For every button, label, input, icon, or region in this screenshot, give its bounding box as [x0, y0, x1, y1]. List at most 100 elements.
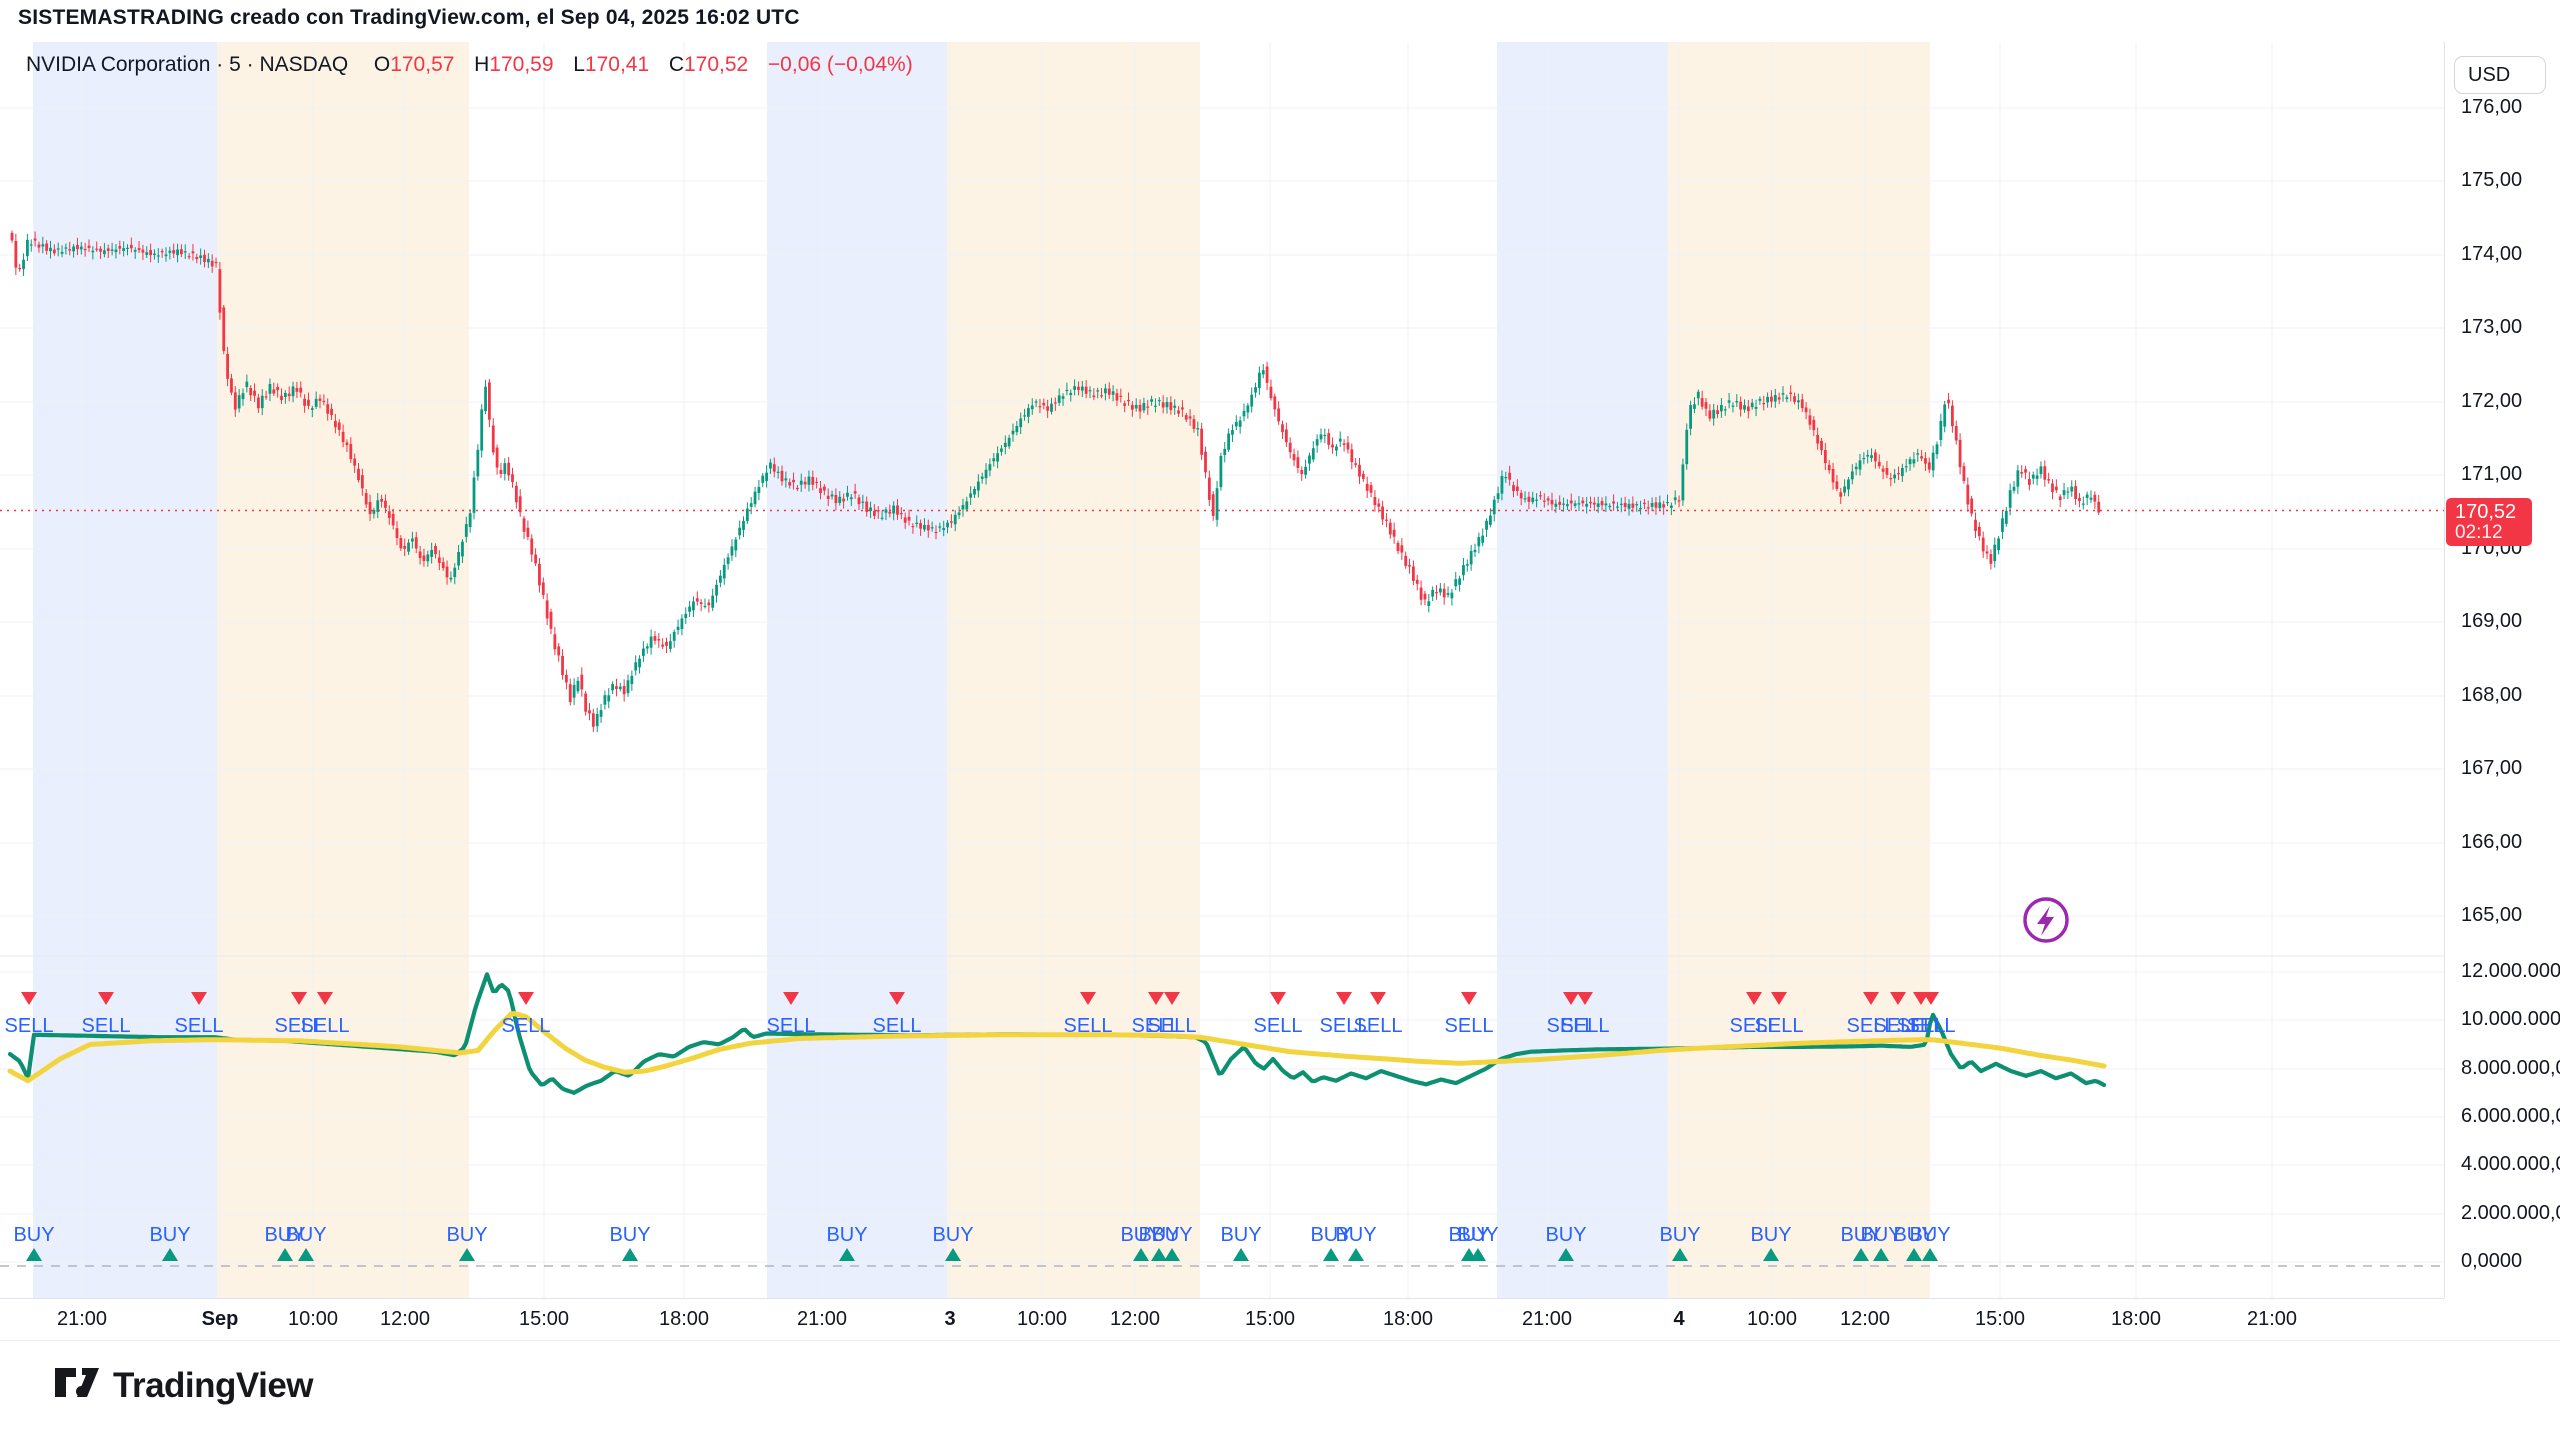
candle-body [1215, 488, 1219, 520]
candle-body [1600, 501, 1604, 506]
candle-body [1115, 393, 1119, 401]
volume-axis-label: 12.000.000,00 [2461, 960, 2560, 982]
candle-body [2039, 466, 2043, 475]
candle-body [1900, 467, 1904, 477]
candle-body [334, 420, 337, 428]
candle-body [64, 247, 68, 249]
candle-body [291, 386, 295, 397]
interval-label[interactable]: 5 [229, 53, 241, 76]
candle-body [930, 527, 934, 529]
candle-body [218, 269, 222, 313]
candle-body [1839, 492, 1843, 497]
candle-body [1046, 406, 1050, 411]
price-axis[interactable]: USD 170,52 02:12 176,00 175,00 174,00 173,0… [2444, 0, 2560, 1340]
candle-body [1823, 450, 1827, 464]
candle-body [441, 562, 445, 569]
candle-body [1431, 589, 1435, 597]
candle-body [484, 386, 487, 412]
candle-body [776, 471, 780, 473]
candle-body [1454, 579, 1458, 587]
candle-body [511, 474, 514, 482]
symbol-header[interactable]: NVIDIA Corporation · 5 · NASDAQ O170,57 … [26, 53, 913, 77]
candle-body [1104, 388, 1107, 394]
candle-body [1539, 495, 1542, 497]
buy-marker-icon [1853, 1248, 1869, 1261]
candle-body [1188, 416, 1192, 419]
candle-body [1053, 402, 1057, 404]
candle-body [1127, 399, 1130, 402]
price-axis-label: 175,00 [2461, 169, 2523, 191]
sell-marker-label: SELL [1064, 1015, 1113, 1037]
time-axis-label: 21:00 [796, 1308, 848, 1330]
candle-body [1981, 537, 1985, 552]
candle-body [1084, 386, 1088, 394]
symbol-name[interactable]: NVIDIA Corporation [26, 53, 211, 76]
candle-body [114, 249, 118, 253]
candle-body [684, 613, 688, 619]
candle-body [1770, 396, 1773, 402]
candle-body [630, 675, 634, 684]
candle-body [1354, 463, 1358, 465]
buy-marker-icon [1151, 1248, 1167, 1261]
candle-body [237, 395, 241, 409]
sell-marker-icon [1461, 992, 1477, 1005]
candle-body [91, 250, 95, 253]
candle-body [1192, 419, 1196, 429]
candle-body [384, 500, 387, 508]
candle-body [1577, 503, 1581, 505]
ohlc-open-label: O [373, 53, 391, 76]
candle-body [1874, 452, 1877, 462]
candle-body [1200, 428, 1204, 455]
time-axis[interactable]: 21:00 Sep 10:00 12:00 15:00 18:00 21:00 3 10:00 1… [0, 1298, 2444, 1341]
candle-body [1269, 386, 1273, 399]
sell-marker-label: SELL [1148, 1015, 1197, 1037]
buy-marker-label: BUY [1448, 1224, 1489, 1246]
candle-body [403, 545, 407, 549]
candle-body [1335, 446, 1338, 451]
candle-body [530, 538, 534, 555]
candle-body [183, 251, 187, 253]
currency-button[interactable]: USD [2454, 56, 2546, 94]
tradingview-logo[interactable]: TradingView [55, 1363, 314, 1408]
ohlc-open-value: 170,57 [390, 53, 455, 76]
price-axis-label: 171,00 [2461, 463, 2523, 485]
candle-body [430, 549, 434, 557]
candle-body [1292, 454, 1296, 461]
candle-body [14, 241, 18, 268]
candle-body [1423, 593, 1427, 600]
buy-marker-label: BUY [1138, 1224, 1179, 1246]
candle-body [792, 479, 795, 483]
candle-body [310, 408, 314, 410]
session-band-blue [33, 42, 217, 1298]
candle-body [1700, 398, 1704, 407]
candle-body [1485, 520, 1488, 530]
lightning-icon[interactable] [2022, 896, 2070, 944]
candle-body [2012, 486, 2016, 491]
candle-body [164, 254, 168, 257]
buy-marker-icon [26, 1248, 42, 1261]
candle-body [341, 431, 345, 443]
candle-body [399, 538, 403, 549]
candle-body [1920, 456, 1923, 459]
last-price-badge[interactable]: 170,52 02:12 [2446, 498, 2532, 546]
candle-body [1573, 503, 1577, 506]
candle-body [942, 528, 946, 531]
session-band-cream [1668, 42, 1930, 1298]
candle-body [457, 552, 460, 566]
candle-body [665, 641, 668, 646]
candle-body [1904, 466, 1908, 468]
candle-body [1023, 415, 1026, 417]
candle-body [892, 505, 896, 514]
candle-body [1812, 419, 1816, 431]
candle-body [1073, 386, 1076, 390]
candle-body [861, 501, 865, 503]
time-axis-label: 15:00 [1244, 1308, 1296, 1330]
candle-body [1762, 403, 1766, 405]
candle-body [638, 658, 641, 668]
candle-body [1419, 587, 1423, 600]
candle-body [1689, 405, 1692, 429]
sell-marker-icon [1148, 992, 1164, 1005]
sell-marker-icon [1080, 992, 1096, 1005]
price-axis-label: 166,00 [2461, 831, 2523, 853]
